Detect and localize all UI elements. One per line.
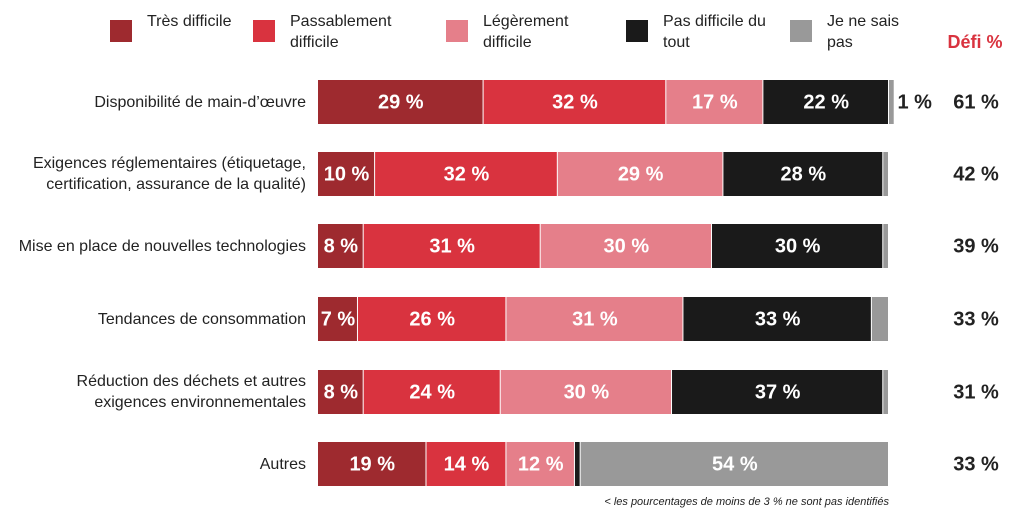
bar-segment: [357, 297, 506, 341]
bar-value-label: 37 %: [755, 381, 801, 403]
legend-swatch: [110, 20, 132, 42]
legend-swatch: [253, 20, 275, 42]
bar-segment: [723, 152, 883, 196]
bar-value-label: 30 %: [564, 381, 610, 403]
bar-segment: [763, 80, 888, 124]
category-label: Disponibilité de main-d’œuvre: [94, 93, 306, 111]
bar-value-label: 7 %: [321, 308, 356, 330]
bar-value-label: 24 %: [409, 381, 455, 403]
category-label: Exigences réglementaires (étiquetage, ce…: [32, 155, 306, 193]
bar-value-label: 32 %: [444, 163, 490, 185]
bar-value-label: 8 %: [324, 235, 359, 257]
legend-swatch: [446, 20, 468, 42]
bar-segment: [580, 442, 888, 486]
legend-label: Légèrement difficile: [483, 13, 569, 51]
bar-segment: [889, 80, 894, 124]
bar-segment: [318, 370, 363, 414]
bar-value-label: 8 %: [324, 381, 359, 403]
bar-value-label: 10 %: [324, 163, 370, 185]
legend-swatch: [626, 20, 648, 42]
bar-value-label: 31 %: [572, 308, 618, 330]
footnote: < les pourcentages de moins de 3 % ne so…: [604, 496, 889, 508]
bar-value-label: 29 %: [378, 91, 424, 113]
bar-value-label: 28 %: [781, 163, 827, 185]
challenge-value: 39 %: [953, 235, 999, 257]
challenge-value: 31 %: [953, 381, 999, 403]
bar-segment: [883, 370, 888, 414]
bar-segment: [318, 442, 426, 486]
challenge-value: 61 %: [953, 91, 999, 113]
bar-segment: [375, 152, 557, 196]
bar-segment: [318, 80, 483, 124]
bar-value-label: 22 %: [803, 91, 849, 113]
bar-segment: [711, 224, 883, 268]
bar-value-label: 31 %: [429, 235, 475, 257]
bar-segment: [483, 80, 666, 124]
bar-segment: [363, 370, 500, 414]
legend-label: Pas difficile du tout: [663, 13, 766, 51]
bar-segment: [574, 442, 580, 486]
bar-segment: [506, 442, 574, 486]
bar-segment: [318, 297, 357, 341]
bar-segment: [363, 224, 540, 268]
bar-value-label: 33 %: [755, 308, 801, 330]
legend-label: Je ne sais pas: [827, 13, 900, 51]
bar-value-label: 1 %: [897, 91, 932, 113]
bar-segment: [540, 224, 711, 268]
bar-segment: [672, 370, 883, 414]
legend-swatch: [790, 20, 812, 42]
category-label: Autres: [259, 455, 306, 473]
category-label: Tendances de consommation: [97, 310, 306, 328]
category-label: Mise en place de nouvelles technologies: [18, 237, 306, 255]
challenge-value: 33 %: [953, 308, 999, 330]
bar-value-label: 12 %: [518, 453, 564, 475]
legend-label: Passablement difficile: [290, 13, 392, 51]
category-label: Réduction des déchets et autres exigence…: [76, 373, 306, 411]
bar-segment: [318, 152, 375, 196]
bar-value-label: 30 %: [775, 235, 821, 257]
bar-segment: [426, 442, 506, 486]
bar-value-label: 17 %: [692, 91, 738, 113]
bar-segment: [500, 370, 672, 414]
bar-segment: [883, 152, 888, 196]
bar-value-label: 54 %: [712, 453, 758, 475]
bar-segment: [666, 80, 763, 124]
bar-value-label: 14 %: [444, 453, 490, 475]
legend-label: Très difficile: [147, 13, 232, 30]
bar-segment: [318, 224, 363, 268]
bar-value-label: 26 %: [409, 308, 455, 330]
bar-value-label: 19 %: [349, 453, 395, 475]
bar-segment: [871, 297, 888, 341]
bar-segment: [557, 152, 723, 196]
challenge-value: 33 %: [953, 453, 999, 475]
bar-value-label: 29 %: [618, 163, 664, 185]
challenge-title: Défi %: [947, 32, 1002, 52]
challenge-value: 42 %: [953, 163, 999, 185]
bar-value-label: 32 %: [552, 91, 598, 113]
bar-segment: [683, 297, 871, 341]
bar-segment: [883, 224, 888, 268]
bar-segment: [506, 297, 683, 341]
bar-value-label: 30 %: [604, 235, 650, 257]
